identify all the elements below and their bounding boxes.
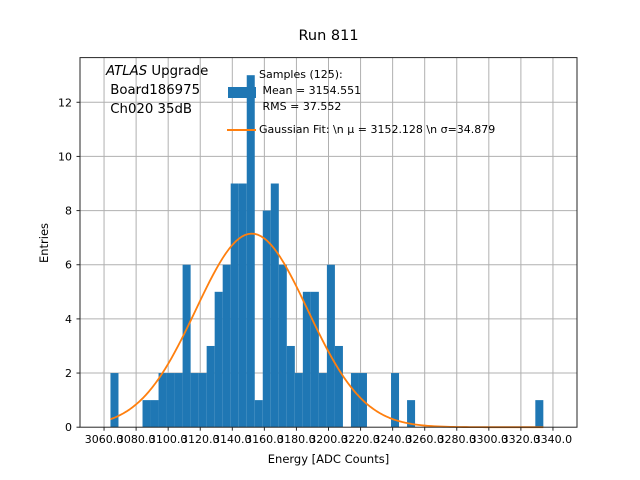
x-tick-label: 3080.0 bbox=[117, 433, 156, 446]
y-axis-label: Entries bbox=[37, 222, 51, 264]
y-tick-label: 12 bbox=[58, 96, 72, 109]
legend-samples-rms: RMS = 37.552 bbox=[259, 100, 342, 113]
x-tick-label: 3240.0 bbox=[373, 433, 412, 446]
histogram-bar bbox=[198, 373, 207, 428]
histogram-bar bbox=[206, 345, 215, 428]
histogram-bar bbox=[214, 291, 223, 428]
legend-samples-swatch bbox=[228, 87, 256, 98]
x-tick-label: 3120.0 bbox=[181, 433, 220, 446]
histogram-bar bbox=[246, 75, 255, 428]
legend-gaussian-line-handle bbox=[227, 129, 256, 131]
histogram-bar bbox=[278, 264, 287, 428]
chart-title: Run 811 bbox=[298, 28, 359, 44]
x-tick-label: 3280.0 bbox=[438, 433, 477, 446]
histogram-bar bbox=[142, 400, 151, 428]
histogram-bar bbox=[222, 264, 231, 428]
legend-samples-title: Samples (125): bbox=[259, 68, 343, 81]
legend-samples-entry: Samples (125): Mean = 3154.551 RMS = 37.… bbox=[259, 67, 361, 115]
histogram-bar bbox=[150, 400, 159, 428]
histogram-bar bbox=[286, 345, 295, 428]
x-tick-label: 3340.0 bbox=[534, 433, 573, 446]
histogram-bar bbox=[334, 345, 343, 428]
y-tick-label: 8 bbox=[65, 205, 72, 218]
histogram-bar bbox=[254, 400, 263, 428]
histogram-bar bbox=[326, 264, 335, 428]
histogram-bar bbox=[182, 264, 191, 428]
x-tick-label: 3200.0 bbox=[309, 433, 348, 446]
annotation-atlas-italic: ATLAS bbox=[106, 64, 148, 79]
histogram-bar bbox=[270, 183, 279, 428]
histogram-bar bbox=[262, 210, 271, 428]
histogram-bar bbox=[238, 183, 247, 428]
histogram-bar bbox=[294, 373, 303, 428]
x-tick-label: 3300.0 bbox=[470, 433, 509, 446]
annotation-upgrade: Upgrade bbox=[147, 64, 209, 79]
histogram-bar bbox=[190, 373, 199, 428]
legend-samples-mean: Mean = 3154.551 bbox=[259, 84, 362, 97]
histogram-bar bbox=[310, 291, 319, 428]
x-tick-label: 3260.0 bbox=[405, 433, 444, 446]
histogram-bar bbox=[174, 373, 183, 428]
histogram-bar bbox=[230, 183, 239, 428]
x-tick-label: 3060.0 bbox=[85, 433, 124, 446]
annotation-atlas: ATLAS Upgrade Board186975 Ch020 35dB bbox=[106, 62, 208, 119]
histogram-bar bbox=[407, 400, 416, 428]
x-tick-label: 3160.0 bbox=[245, 433, 284, 446]
legend-gaussian-entry: Gaussian Fit: \n μ = 3152.128 \n σ=34.87… bbox=[259, 123, 496, 136]
annotation-board: Board186975 bbox=[106, 83, 201, 98]
histogram-bar bbox=[391, 373, 400, 428]
histogram-bar bbox=[350, 373, 359, 428]
x-tick-label: 3220.0 bbox=[341, 433, 380, 446]
x-tick-label: 3100.0 bbox=[149, 433, 188, 446]
y-tick-label: 2 bbox=[65, 367, 72, 380]
histogram-bar bbox=[302, 291, 311, 428]
histogram-bar bbox=[158, 373, 167, 428]
x-tick-label: 3320.0 bbox=[502, 433, 541, 446]
x-axis-label: Energy [ADC Counts] bbox=[267, 452, 390, 466]
x-tick-label: 3180.0 bbox=[277, 433, 316, 446]
y-tick-label: 10 bbox=[58, 150, 72, 163]
histogram-bar bbox=[110, 373, 119, 428]
x-tick-label: 3140.0 bbox=[213, 433, 252, 446]
histogram-bar bbox=[535, 400, 544, 428]
y-tick-label: 0 bbox=[65, 421, 72, 434]
histogram-bar bbox=[318, 373, 327, 428]
y-tick-label: 6 bbox=[65, 259, 72, 272]
histogram-bar bbox=[166, 373, 175, 428]
y-tick-label: 4 bbox=[65, 313, 72, 326]
annotation-channel: Ch020 35dB bbox=[106, 102, 193, 117]
